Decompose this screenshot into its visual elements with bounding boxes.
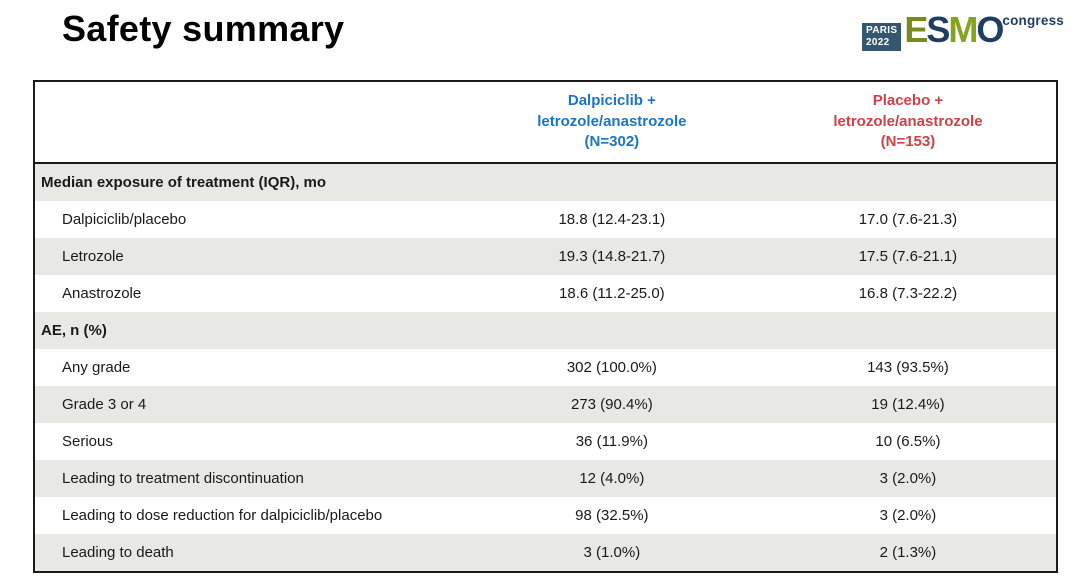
row-value-dalpiciclib: 273 (90.4%) — [570, 396, 653, 413]
row-value-placebo: 17.0 (7.6-21.3) — [858, 211, 958, 228]
section-label: Median exposure of treatment (IQR), mo — [41, 174, 327, 191]
header-col-dalpiciclib-line1: Dalpiciclib + — [567, 91, 656, 109]
row-value-dalpiciclib: 12 (4.0%) — [579, 470, 645, 487]
section-row-ae: AE, n (%) — [35, 312, 1056, 349]
row-value-dalpiciclib: 19.3 (14.8-21.7) — [558, 248, 666, 265]
table-row-discontinuation: Leading to treatment discontinuation 12 … — [35, 460, 1056, 497]
paris-2022-badge: PARIS 2022 — [862, 23, 902, 51]
row-value-dalpiciclib: 18.6 (11.2-25.0) — [559, 285, 665, 302]
esmo-letter-s: S — [926, 9, 950, 50]
header-col-placebo-line1: Placebo + — [872, 91, 944, 109]
table-row-anastrozole: Anastrozole 18.6 (11.2-25.0) 16.8 (7.3-2… — [35, 275, 1056, 312]
header-label-spacer — [35, 82, 464, 162]
row-label: Grade 3 or 4 — [62, 396, 147, 413]
row-value-dalpiciclib: 36 (11.9%) — [575, 433, 648, 450]
row-value-dalpiciclib: 302 (100.0%) — [566, 359, 657, 376]
row-value-dalpiciclib: 18.8 (12.4-23.1) — [558, 211, 666, 228]
row-label: Leading to treatment discontinuation — [62, 470, 304, 487]
row-label: Leading to death — [62, 544, 174, 561]
row-label: Any grade — [62, 359, 131, 376]
header-col-placebo: Placebo + letrozole/anastrozole (N=153) — [760, 82, 1056, 162]
section-label: AE, n (%) — [41, 322, 107, 339]
header-col-dalpiciclib-line3: (N=302) — [584, 133, 640, 151]
section-row-median-exposure: Median exposure of treatment (IQR), mo — [35, 164, 1056, 201]
row-label: Dalpiciclib/placebo — [62, 211, 187, 228]
table-header-row: Dalpiciclib + letrozole/anastrozole (N=3… — [35, 82, 1056, 164]
page-title: Safety summary — [62, 8, 345, 49]
table-row-dose-reduction: Leading to dose reduction for dalpicicli… — [35, 497, 1056, 534]
table-row-grade-3-or-4: Grade 3 or 4 273 (90.4%) 19 (12.4%) — [35, 386, 1056, 423]
row-value-placebo: 3 (2.0%) — [879, 470, 937, 487]
esmo-letter-e: E — [904, 9, 928, 50]
row-label: Leading to dose reduction for dalpicicli… — [62, 507, 383, 524]
row-value-dalpiciclib: 98 (32.5%) — [575, 507, 649, 524]
row-value-placebo: 19 (12.4%) — [871, 396, 945, 413]
esmo-wordmark: ESMO — [904, 9, 1004, 50]
table-row-serious: Serious 36 (11.9%) 10 (6.5%) — [35, 423, 1056, 460]
esmo-letter-o: O — [976, 9, 1004, 50]
row-label: Letrozole — [62, 248, 124, 265]
row-label: Anastrozole — [62, 285, 142, 302]
safety-summary-table: Dalpiciclib + letrozole/anastrozole (N=3… — [33, 80, 1058, 573]
table-row-letrozole: Letrozole 19.3 (14.8-21.7) 17.5 (7.6-21.… — [35, 238, 1056, 275]
row-value-placebo: 10 (6.5%) — [875, 433, 941, 450]
row-label: Serious — [62, 433, 113, 450]
table-row-death: Leading to death 3 (1.0%) 2 (1.3%) — [35, 534, 1056, 571]
table-row-dalpiciclib-placebo: Dalpiciclib/placebo 18.8 (12.4-23.1) 17.… — [35, 201, 1056, 238]
paris-badge-city: PARIS — [866, 25, 898, 36]
row-value-placebo: 143 (93.5%) — [867, 359, 949, 376]
header-col-dalpiciclib-line2: letrozole/anastrozole — [537, 112, 687, 130]
row-value-placebo: 16.8 (7.3-22.2) — [858, 285, 958, 302]
header-col-placebo-line2: letrozole/anastrozole — [833, 112, 983, 130]
esmo-congress-logo: PARIS 2022 ESMO congress — [862, 12, 1064, 54]
row-value-placebo: 2 (1.3%) — [879, 544, 937, 561]
congress-label: congress — [1002, 13, 1064, 28]
row-value-placebo: 3 (2.0%) — [879, 507, 937, 524]
header-col-dalpiciclib: Dalpiciclib + letrozole/anastrozole (N=3… — [464, 82, 760, 162]
esmo-letter-m: M — [948, 9, 978, 50]
row-value-placebo: 17.5 (7.6-21.1) — [858, 248, 958, 265]
row-value-dalpiciclib: 3 (1.0%) — [583, 544, 641, 561]
paris-badge-year: 2022 — [866, 37, 890, 48]
header-col-placebo-line3: (N=153) — [880, 133, 936, 151]
table-row-any-grade: Any grade 302 (100.0%) 143 (93.5%) — [35, 349, 1056, 386]
